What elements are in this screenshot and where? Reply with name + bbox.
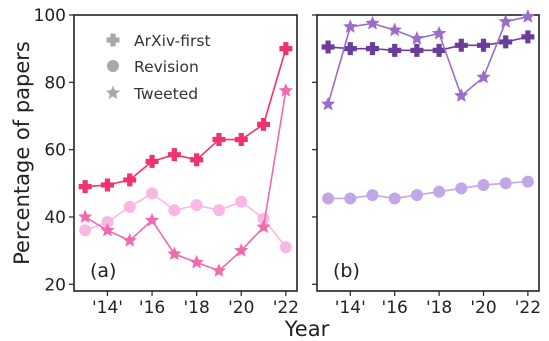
data-point-star (320, 96, 336, 111)
data-point-plus (212, 133, 226, 147)
data-point-circle (168, 204, 181, 217)
data-point-plus (432, 43, 446, 57)
y-tick-label: 80 (44, 73, 66, 93)
data-point-star (431, 26, 447, 40)
data-point-plus (410, 43, 424, 57)
x-tick-label: '20 (228, 298, 254, 318)
data-point-plus (123, 173, 137, 187)
data-point-plus (145, 154, 159, 168)
data-point-star (520, 9, 536, 23)
y-tick-label: 40 (44, 208, 66, 228)
data-point-star (189, 254, 204, 269)
data-point-plus (167, 148, 181, 162)
data-point-circle (123, 200, 136, 213)
x-tick-label: '18 (426, 298, 452, 318)
panel-a: 20 40 60 80 100 '14' '16 '18 '20 '22 (a) (34, 6, 299, 318)
x-tick-label: '22 (515, 298, 541, 318)
series-line-arxiv-first (328, 36, 529, 52)
data-point-plus (454, 38, 468, 52)
data-point-star (409, 31, 425, 45)
data-point-circle (146, 187, 159, 200)
x-tick-label: '22 (273, 298, 299, 318)
x-axis-label: Year (284, 317, 330, 341)
panel-b: '14' '16 '18 '20 '22 (b) (312, 9, 541, 318)
data-point-star (78, 209, 93, 224)
data-point-plus (279, 42, 293, 56)
data-point-plus (234, 133, 248, 147)
data-point-circle (344, 192, 357, 205)
legend-marker-star (105, 85, 121, 100)
legend-label: ArXiv-first (134, 32, 211, 50)
series-line-revision (84, 192, 287, 248)
data-point-star (100, 222, 115, 237)
y-tick-label: 100 (34, 6, 66, 26)
data-point-circle (521, 175, 534, 188)
legend: ArXiv-first Revision Tweeted (105, 32, 211, 103)
data-point-plus (100, 178, 114, 192)
plot-frame (316, 14, 540, 292)
x-tick-label: '16 (139, 298, 165, 318)
data-point-plus (78, 180, 92, 194)
data-point-plus (477, 38, 490, 52)
data-point-star (365, 15, 380, 30)
legend-label: Revision (134, 58, 199, 76)
legend-marker-circle (107, 60, 119, 72)
x-tick-label: '14' (335, 298, 366, 318)
series-line-arxiv-first (85, 48, 287, 188)
data-point-star (256, 219, 271, 234)
data-point-circle (79, 224, 92, 237)
data-point-plus (521, 30, 535, 44)
data-point-star (144, 212, 160, 227)
data-point-circle (190, 199, 203, 212)
data-point-circle (257, 212, 270, 225)
x-tick-label: '16 (382, 298, 408, 318)
plot-frame (73, 14, 298, 292)
data-point-circle (388, 192, 401, 205)
data-point-plus (499, 35, 513, 49)
data-point-circle (477, 178, 490, 191)
data-point-circle (366, 189, 379, 202)
data-point-star (278, 83, 293, 97)
y-tick-label: 60 (44, 141, 66, 161)
data-point-circle (101, 216, 114, 228)
x-tick-label: '14' (92, 298, 123, 318)
data-point-star (387, 22, 402, 37)
data-point-plus (366, 42, 379, 56)
panel-label: (a) (90, 260, 116, 282)
data-point-star (122, 233, 137, 247)
data-point-circle (235, 195, 248, 208)
data-point-circle (433, 185, 446, 198)
series-line-revision (328, 180, 528, 200)
data-point-star (498, 14, 513, 28)
data-point-plus (257, 117, 271, 131)
data-point-plus (388, 43, 402, 57)
legend-label: Tweeted (133, 85, 198, 103)
data-point-plus (190, 153, 204, 167)
data-point-circle (212, 204, 225, 217)
y-tick-label: 20 (44, 275, 66, 295)
data-point-star (476, 69, 491, 84)
x-tick-label: '18 (183, 298, 209, 318)
data-point-plus (343, 42, 357, 56)
data-point-circle (279, 241, 292, 254)
data-point-star (234, 243, 249, 257)
data-point-star (211, 263, 227, 277)
x-tick-label: '20 (470, 298, 496, 318)
legend-marker-plus (106, 33, 120, 47)
data-point-circle (322, 192, 335, 205)
y-axis-label: Percentage of papers (10, 41, 34, 265)
data-point-circle (499, 177, 512, 190)
data-point-plus (321, 40, 335, 54)
data-point-star (454, 88, 469, 102)
data-point-circle (455, 182, 468, 195)
series-line-tweeted (327, 15, 529, 105)
data-point-star (167, 246, 182, 261)
data-point-circle (410, 189, 423, 202)
series-line-tweeted (84, 90, 287, 272)
panel-label: (b) (333, 260, 360, 282)
data-point-star (343, 19, 358, 33)
